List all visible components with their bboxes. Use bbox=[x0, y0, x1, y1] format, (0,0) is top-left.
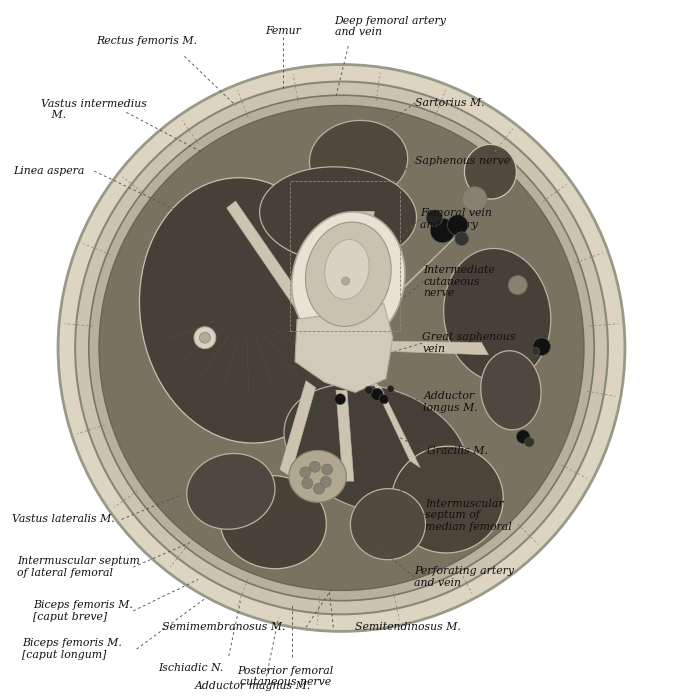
Circle shape bbox=[342, 277, 350, 285]
Circle shape bbox=[309, 461, 320, 472]
Text: Ischiadic N.: Ischiadic N. bbox=[158, 663, 224, 673]
Polygon shape bbox=[336, 391, 354, 481]
Text: Biceps femoris M.
[caput breve]: Biceps femoris M. [caput breve] bbox=[33, 600, 133, 622]
Text: Intermediate
cutaneous
nerve: Intermediate cutaneous nerve bbox=[423, 265, 495, 298]
Circle shape bbox=[455, 232, 469, 246]
Polygon shape bbox=[464, 144, 516, 199]
Polygon shape bbox=[305, 222, 391, 326]
Text: Intermuscular septum
of lateral femoral: Intermuscular septum of lateral femoral bbox=[17, 556, 140, 578]
Polygon shape bbox=[481, 351, 541, 430]
Circle shape bbox=[387, 386, 394, 392]
Polygon shape bbox=[309, 120, 408, 200]
Polygon shape bbox=[289, 450, 346, 503]
Circle shape bbox=[531, 347, 540, 356]
Text: Sartorius M.: Sartorius M. bbox=[415, 98, 485, 108]
Polygon shape bbox=[325, 239, 369, 299]
Circle shape bbox=[371, 389, 383, 400]
Polygon shape bbox=[280, 381, 316, 477]
Circle shape bbox=[194, 327, 216, 349]
Circle shape bbox=[508, 276, 527, 295]
Polygon shape bbox=[139, 178, 352, 443]
Text: Vastus lateralis M.: Vastus lateralis M. bbox=[12, 514, 115, 524]
Circle shape bbox=[75, 82, 608, 615]
Polygon shape bbox=[295, 304, 393, 392]
Text: Semimembranosus M.: Semimembranosus M. bbox=[162, 622, 285, 632]
Circle shape bbox=[313, 483, 324, 494]
Polygon shape bbox=[345, 211, 374, 315]
Circle shape bbox=[322, 464, 333, 475]
Polygon shape bbox=[444, 248, 550, 382]
Circle shape bbox=[462, 187, 487, 211]
Text: Posterior femoral
cutaneous nerve: Posterior femoral cutaneous nerve bbox=[238, 666, 333, 687]
Polygon shape bbox=[391, 446, 503, 553]
Polygon shape bbox=[372, 381, 420, 468]
Text: Adductor magnus M.: Adductor magnus M. bbox=[195, 681, 311, 692]
Text: Femoral vein
and artery: Femoral vein and artery bbox=[420, 208, 492, 230]
Polygon shape bbox=[374, 222, 471, 317]
Text: Femur: Femur bbox=[266, 26, 301, 36]
Circle shape bbox=[58, 64, 625, 631]
Polygon shape bbox=[260, 167, 417, 262]
Circle shape bbox=[533, 337, 550, 356]
Circle shape bbox=[430, 218, 455, 243]
Circle shape bbox=[300, 467, 311, 477]
Circle shape bbox=[516, 430, 530, 444]
Circle shape bbox=[335, 393, 346, 405]
Circle shape bbox=[426, 210, 443, 226]
Polygon shape bbox=[350, 489, 426, 560]
Text: Vastus intermedius
   M.: Vastus intermedius M. bbox=[41, 99, 147, 120]
Circle shape bbox=[379, 394, 389, 404]
Text: Deep femoral artery
and vein: Deep femoral artery and vein bbox=[335, 15, 447, 37]
Circle shape bbox=[89, 95, 594, 601]
Text: Semitendinosus M.: Semitendinosus M. bbox=[355, 622, 461, 632]
Polygon shape bbox=[227, 201, 316, 324]
Text: Biceps femoris M.
[caput longum]: Biceps femoris M. [caput longum] bbox=[22, 638, 122, 660]
Polygon shape bbox=[186, 454, 275, 529]
Text: Great saphenous
vein: Great saphenous vein bbox=[422, 332, 516, 354]
Circle shape bbox=[525, 438, 534, 447]
Text: Linea aspera: Linea aspera bbox=[14, 166, 85, 176]
Circle shape bbox=[447, 215, 468, 235]
Circle shape bbox=[302, 477, 313, 489]
Circle shape bbox=[199, 332, 210, 343]
Text: Adductor
longus M.: Adductor longus M. bbox=[423, 391, 478, 413]
Text: Saphenous nerve: Saphenous nerve bbox=[415, 157, 510, 167]
Text: Gracilis M.: Gracilis M. bbox=[427, 446, 488, 456]
Circle shape bbox=[320, 477, 331, 487]
Text: Rectus femoris M.: Rectus femoris M. bbox=[96, 36, 197, 46]
Circle shape bbox=[365, 386, 373, 394]
Polygon shape bbox=[292, 212, 405, 347]
Text: Intermuscular
septum of
median femoral: Intermuscular septum of median femoral bbox=[425, 498, 512, 532]
Circle shape bbox=[99, 106, 584, 590]
Polygon shape bbox=[384, 341, 488, 355]
Polygon shape bbox=[220, 475, 326, 568]
Polygon shape bbox=[284, 384, 467, 514]
Text: Perforating artery
and vein: Perforating artery and vein bbox=[414, 566, 514, 587]
